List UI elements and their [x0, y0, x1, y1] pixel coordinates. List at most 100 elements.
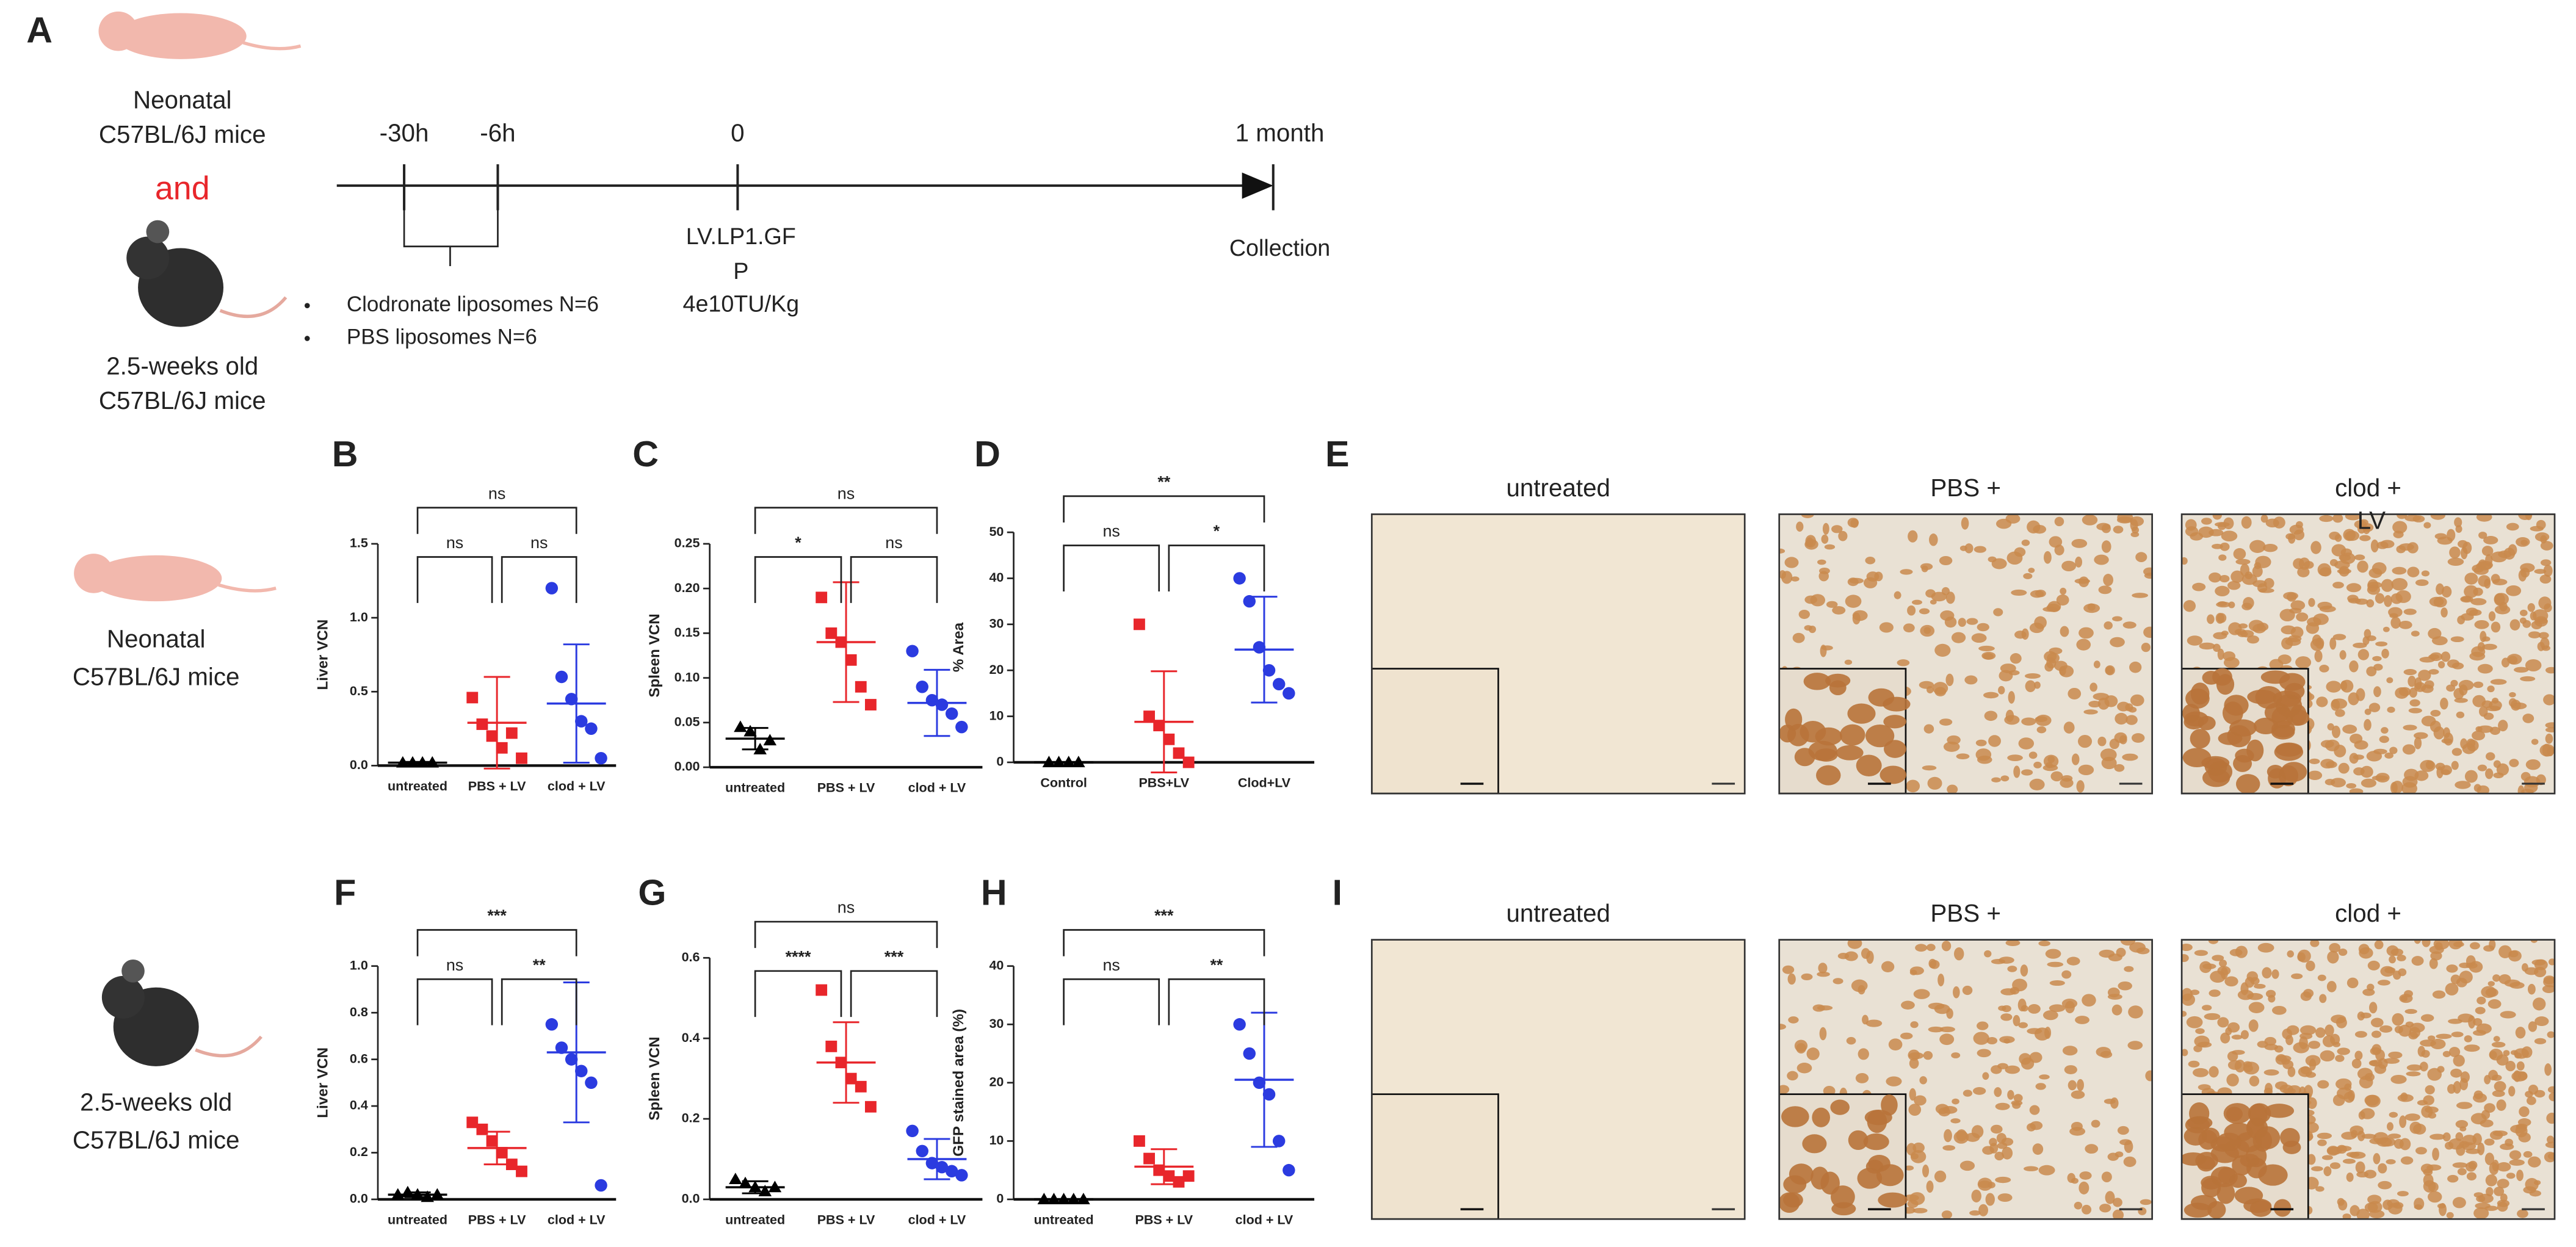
- stained-cell: [2197, 1041, 2212, 1048]
- stained-cell: [2218, 1167, 2236, 1184]
- stained-cell: [1863, 1133, 1889, 1151]
- stained-cell: [2325, 1024, 2334, 1036]
- stained-cell: [1964, 675, 1978, 685]
- stained-cell: [2035, 716, 2048, 722]
- stained-cell: [2024, 673, 2041, 679]
- stained-cell: [1858, 1048, 1869, 1060]
- stained-cell: [2473, 1192, 2484, 1198]
- stained-cell: [2497, 1162, 2511, 1172]
- data-point: [825, 627, 838, 639]
- stained-cell: [2141, 643, 2151, 652]
- stained-cell: [1953, 986, 1960, 999]
- stained-cell: [1826, 601, 1838, 608]
- stained-cell: [2508, 656, 2518, 665]
- data-point: [1243, 1047, 1256, 1060]
- stained-cell: [2230, 570, 2244, 583]
- stained-cell: [2082, 515, 2098, 526]
- stained-cell: [2235, 774, 2260, 794]
- data-point: [466, 692, 479, 704]
- stained-cell: [1929, 533, 1938, 546]
- stained-cell: [1958, 618, 1966, 627]
- data-point: [825, 1040, 838, 1052]
- stained-cell: [1865, 1019, 1883, 1027]
- stained-cell: [2531, 621, 2542, 629]
- stained-cell: [2519, 1106, 2530, 1117]
- stained-cell: [1977, 623, 1989, 632]
- stained-cell: [2006, 551, 2023, 565]
- significance-label: ns: [1102, 956, 1120, 974]
- stained-cell: [1956, 753, 1970, 760]
- stained-cell: [2491, 574, 2500, 584]
- data-point: [1233, 572, 1246, 585]
- y-tick-label: 0.20: [675, 580, 700, 595]
- stained-cell: [2359, 535, 2371, 541]
- stained-cell: [2534, 1090, 2545, 1098]
- stained-cell: [1951, 1052, 1961, 1058]
- stained-cell: [2248, 1103, 2271, 1124]
- stained-cell: [2430, 514, 2445, 520]
- stained-cell: [2332, 634, 2346, 640]
- stained-cell: [1939, 1026, 1955, 1033]
- stained-cell: [1832, 605, 1846, 615]
- stained-cell: [2475, 1007, 2486, 1014]
- stained-cell: [2389, 613, 2398, 618]
- data-point: [935, 698, 949, 711]
- stained-cell: [2077, 1079, 2084, 1091]
- stained-cell: [2039, 1074, 2050, 1080]
- stained-cell: [2061, 970, 2072, 979]
- stained-cell: [2353, 642, 2367, 648]
- stained-cell: [2060, 626, 2069, 637]
- stained-cell: [1821, 534, 1829, 544]
- stained-cell: [2240, 1030, 2249, 1039]
- stained-cell: [2340, 548, 2353, 557]
- stained-cell: [2534, 1180, 2541, 1185]
- stained-cell: [2295, 656, 2312, 669]
- stained-cell: [2182, 557, 2188, 565]
- stained-cell: [2038, 940, 2050, 947]
- stained-cell: [2414, 732, 2428, 739]
- stained-cell: [1982, 1072, 1989, 1080]
- stained-cell: [2323, 1166, 2332, 1177]
- mouse-icon: [115, 13, 247, 59]
- stained-cell: [2193, 1068, 2209, 1077]
- stained-cell: [1798, 609, 1811, 620]
- data-point: [1173, 1176, 1185, 1188]
- x-tick-label: Control: [1040, 776, 1087, 790]
- stained-cell: [2182, 943, 2193, 952]
- stained-cell: [2027, 1028, 2042, 1035]
- micrograph-frame: [1778, 939, 2153, 1220]
- y-tick-label: 0.4: [682, 1030, 700, 1045]
- y-tick-label: 1.0: [350, 958, 368, 972]
- stained-cell: [2440, 607, 2448, 618]
- stained-cell: [2409, 1121, 2422, 1134]
- stained-cell: [2459, 1078, 2469, 1091]
- stained-cell: [1921, 565, 1928, 573]
- stained-cell: [2503, 1050, 2510, 1057]
- stained-cell: [2263, 1069, 2279, 1076]
- stained-cell: [1816, 765, 1841, 786]
- data-point: [945, 707, 958, 720]
- stained-cell: [2322, 1035, 2335, 1047]
- y-tick-label: 1.5: [350, 536, 368, 551]
- stained-cell: [2291, 973, 2303, 980]
- error-bar: [833, 581, 859, 703]
- significance-bracket: [416, 507, 577, 534]
- y-tick-label: 0.05: [675, 714, 700, 729]
- stained-cell: [2008, 691, 2015, 704]
- stained-cell: [2389, 746, 2398, 754]
- stained-cell: [2447, 557, 2464, 566]
- stained-cell: [2399, 1115, 2407, 1129]
- stained-cell: [2078, 735, 2093, 748]
- stained-cell: [2093, 660, 2100, 668]
- data-point: [486, 1135, 498, 1147]
- stained-cell: [1883, 715, 1906, 729]
- stained-cell: [2378, 1180, 2392, 1190]
- stained-cell: [2397, 514, 2408, 519]
- stained-cell: [2227, 580, 2241, 590]
- stained-cell: [2029, 1105, 2040, 1115]
- stained-cell: [2209, 1066, 2219, 1078]
- stained-cell: [2417, 1046, 2426, 1057]
- stained-cell: [2450, 679, 2458, 687]
- stained-cell: [2104, 695, 2118, 707]
